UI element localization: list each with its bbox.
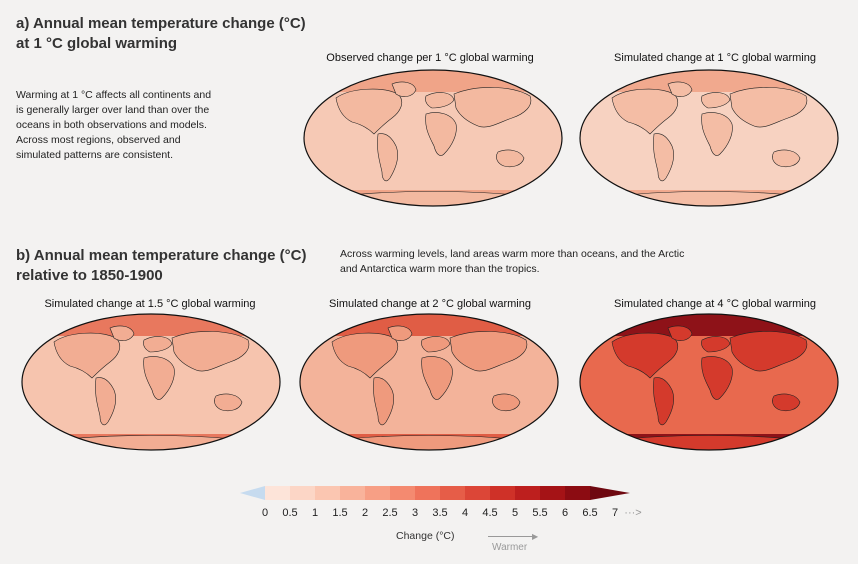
warmer-arrow [488,536,534,537]
colorbar-swatch [415,486,441,500]
world-map-graphic [299,313,559,451]
colorbar-swatch [465,486,491,500]
colorbar-tick-label: 6.5 [582,507,598,519]
colorbar-tick-label: 5.5 [532,507,548,519]
colorbar-tick-label: 4.5 [482,507,498,519]
colorbar-swatch [590,486,630,500]
panel-b-title-line1: b) Annual mean temperature change (°C) [16,247,307,264]
panel-a-description: Warming at 1 °C affects all continents a… [16,88,266,163]
colorbar-tick-label: 4 [461,507,469,519]
map-simulated-2 [298,312,560,452]
colorbar-swatch [540,486,566,500]
map-title-observed: Observed change per 1 °C global warming [326,52,534,64]
colorbar-tick-label: 5 [511,507,519,519]
colorbar-tick-label: 3.5 [432,507,448,519]
colorbar-tick-label: 6 [561,507,569,519]
colorbar-tick-label: 3 [411,507,419,519]
map-title-4: Simulated change at 4 °C global warming [614,298,816,310]
colorbar-swatch [440,486,466,500]
colorbar-tick-label: 1.5 [332,507,348,519]
colorbar-swatch [390,486,416,500]
description-line: Warming at 1 °C affects all continents a… [16,89,212,101]
colorbar-tick-label: 0.5 [282,507,298,519]
map-observed [302,68,564,208]
map-simulated-1 [578,68,840,208]
description-line: is generally larger over land than over … [16,104,210,116]
colorbar-swatch [265,486,291,500]
world-map-graphic [579,313,839,451]
description-line: oceans in both observations and models. [16,119,207,131]
colorbar-swatch [315,486,341,500]
colorbar-swatch [365,486,391,500]
colorbar-swatch [340,486,366,500]
map-simulated-1-5 [20,312,282,452]
colorbar-swatch [515,486,541,500]
colorbar-tick-label: 1 [311,507,319,519]
panel-a-title-line2: at 1 °C global warming [16,35,178,52]
panel-b-title-line2: relative to 1850-1900 [16,267,163,284]
description-line: and Antarctica warm more than the tropic… [340,263,540,275]
colorbar-tick-label: 7 [611,507,619,519]
world-map-graphic [21,313,281,451]
panel-a-title: a) Annual mean temperature change (°C) a… [16,14,306,54]
colorbar [240,486,630,500]
colorbar-tick-labels: 0 0.5 1 1.5 2 2.5 3 3.5 4 4.5 5 5.5 6 6.5 7 ···> [240,507,642,523]
panel-b-description: Across warming levels, land areas warm m… [340,247,760,277]
colorbar-swatch [240,486,265,500]
colorbar-graphic [240,486,630,500]
description-line: Across most regions, observed and [16,134,181,146]
panel-a-title-line1: a) Annual mean temperature change (°C) [16,15,306,32]
colorbar-swatch [290,486,316,500]
description-line: Across warming levels, land areas warm m… [340,248,685,260]
colorbar-tick-label: 2 [361,507,369,519]
panel-b-title: b) Annual mean temperature change (°C) r… [16,246,307,286]
warmer-label: Warmer [492,542,528,553]
world-map-graphic [579,69,839,207]
map-title-2: Simulated change at 2 °C global warming [329,298,531,310]
colorbar-swatch [490,486,516,500]
colorbar-swatch [565,486,591,500]
map-title-simulated-1: Simulated change at 1 °C global warming [614,52,816,64]
description-line: simulated patterns are consistent. [16,149,173,161]
colorbar-continuation-arrow: ···> [624,507,642,519]
colorbar-tick-label: 0 [261,507,269,519]
world-map-graphic [303,69,563,207]
map-title-1-5: Simulated change at 1.5 °C global warmin… [44,298,256,310]
colorbar-tick-label: 2.5 [382,507,398,519]
warmer-arrow-head-icon: ▶ [532,532,539,541]
map-simulated-4 [578,312,840,452]
colorbar-title: Change (°C) [396,530,455,542]
